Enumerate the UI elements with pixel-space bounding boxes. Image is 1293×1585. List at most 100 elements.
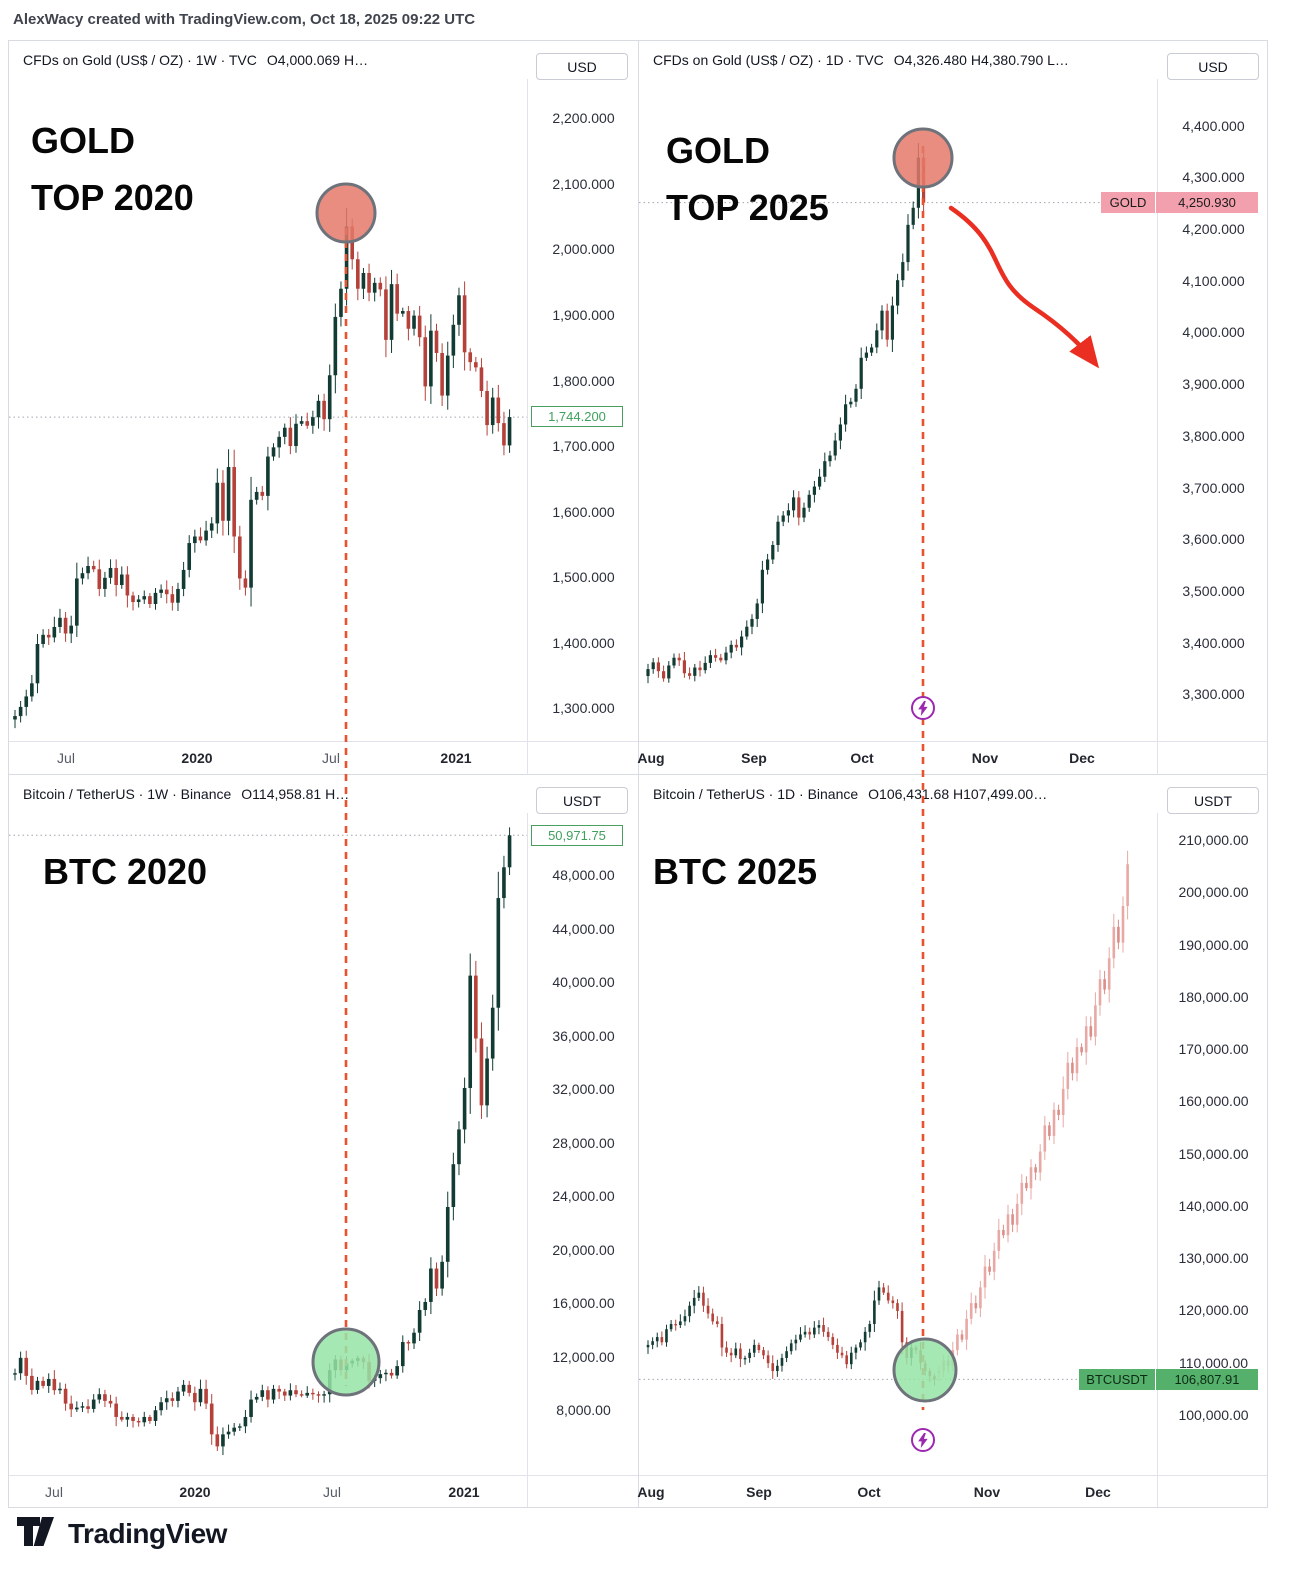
price-tick-label: 4,200.000 [1182,220,1245,237]
annotation-line: GOLD [31,120,135,161]
time-tick-label: Jul [323,1484,341,1500]
time-tick-label: 2021 [440,750,472,766]
price-tick-label: 4,300.000 [1182,169,1245,186]
chart-legend: Bitcoin / TetherUS · 1D · Binance O106,4… [653,775,1047,813]
time-tick-label: Jul [45,1484,63,1500]
last-price-label: GOLD 4,250.930 [1101,192,1258,213]
time-tick-label: 2021 [448,1484,480,1500]
price-tick-label: 20,000.00 [552,1241,615,1258]
event-lightning-icon[interactable] [911,1428,935,1452]
annotation-text: BTC 2025 [653,843,817,900]
time-axis[interactable]: Aug Sep Oct Nov Dec [637,1475,1267,1507]
price-tick-label: 140,000.00 [1178,1197,1249,1214]
time-axis[interactable]: Jul 2020 Jul 2021 [9,741,638,775]
time-axis[interactable]: Jul 2020 Jul 2021 [9,1475,638,1507]
currency-button[interactable]: USDT [536,787,628,814]
price-tick-label: 120,000.00 [1178,1302,1249,1319]
time-tick-label: 2020 [181,750,213,766]
price-tick-label: 170,000.00 [1178,1041,1249,1058]
price-tick-label: 3,800.000 [1182,427,1245,444]
candlestick-series [646,1280,936,1386]
time-axis[interactable]: Aug Sep Oct Nov Dec [637,741,1267,775]
price-tick-label: 2,100.000 [552,175,615,192]
price-axis[interactable]: 2,200.000 2,100.000 2,000.000 1,900.000 1,80… [527,79,639,775]
chart-legend: CFDs on Gold (US$ / OZ) · 1W · TVC O4,00… [23,41,368,79]
ohlc-values: O4,326.480 H4,380.790 L… [893,52,1069,68]
annotation-text: GOLD TOP 2020 [31,112,194,226]
footer-brand[interactable]: TradingView [16,1516,227,1552]
price-tick-label: 130,000.00 [1178,1250,1249,1267]
plot-area[interactable] [9,813,527,1475]
plot-area[interactable] [9,79,527,741]
symbol-title[interactable]: CFDs on Gold (US$ / OZ) · 1W · TVC [23,52,257,68]
currency-button[interactable]: USD [536,53,628,80]
price-tick-label: 44,000.00 [552,920,615,937]
price-tick-label: 36,000.00 [552,1027,615,1044]
event-lightning-icon[interactable] [911,696,935,720]
symbol-title[interactable]: CFDs on Gold (US$ / OZ) · 1D · TVC [653,52,884,68]
price-tick-label: 8,000.00 [556,1402,611,1418]
panel-btc-weekly-2020: Bitcoin / TetherUS · 1W · Binance O114,9… [9,775,639,1507]
chart-grid: CFDs on Gold (US$ / OZ) · 1W · TVC O4,00… [8,40,1268,1508]
price-tick-label: 2,200.000 [552,110,615,127]
symbol-title[interactable]: Bitcoin / TetherUS · 1W · Binance [23,786,232,802]
panel-btc-daily-2025: Bitcoin / TetherUS · 1D · Binance O106,4… [637,775,1267,1507]
price-tick-label: 24,000.00 [552,1188,615,1205]
price-tick-label: 4,000.000 [1182,324,1245,341]
ohlc-values: O4,000.069 H… [266,52,369,68]
time-tick-label: 2020 [179,1484,211,1500]
price-tick-label: 100,000.00 [1178,1406,1249,1423]
price-label-value: 4,250.930 [1156,192,1258,213]
annotation-line: GOLD [666,130,770,171]
brand-wordmark: TradingView [68,1518,227,1549]
price-tick-label: 32,000.00 [552,1081,615,1098]
price-tick-label: 190,000.00 [1178,936,1249,953]
price-tick-label: 16,000.00 [552,1295,615,1311]
price-axis[interactable]: 4,400.000 4,300.000 4,200.000 4,100.000 4,00… [1157,79,1267,775]
annotation-text: BTC 2020 [43,843,207,900]
symbol-title[interactable]: Bitcoin / TetherUS · 1D · Binance [653,786,859,802]
forecast-candles [937,850,1129,1382]
price-tick-label: 200,000.00 [1178,884,1249,901]
price-tick-label: 4,100.000 [1182,272,1245,289]
price-tick-label: 3,500.000 [1182,583,1245,600]
time-tick-label: Dec [1069,750,1095,766]
price-tick-label: 160,000.00 [1178,1093,1249,1110]
panel-gold-daily-2025: CFDs on Gold (US$ / OZ) · 1D · TVC O4,32… [637,41,1267,775]
panel-gold-weekly-2020: CFDs on Gold (US$ / OZ) · 1W · TVC O4,00… [9,41,639,775]
chart-legend: Bitcoin / TetherUS · 1W · Binance O114,9… [23,775,349,813]
price-tick-label: 1,700.000 [552,438,615,455]
price-tick-label: 1,500.000 [552,569,615,586]
candlestick-chart [639,850,1157,1386]
time-tick-label: Aug [637,750,665,766]
annotation-line: TOP 2020 [31,177,194,218]
candlestick-chart [9,208,527,729]
price-tick-label: 4,400.000 [1182,117,1245,134]
time-tick-label: Aug [637,1484,665,1500]
price-tick-label: 3,900.000 [1182,376,1245,393]
price-tick-label: 12,000.00 [552,1348,615,1365]
annotation-line: BTC 2020 [43,851,208,892]
last-price-label: 50,971.75 [531,825,623,846]
chart-legend: CFDs on Gold (US$ / OZ) · 1D · TVC O4,32… [653,41,1069,79]
price-tick-label: 48,000.00 [552,867,615,884]
candlestick-series [13,208,512,729]
currency-button[interactable]: USD [1167,53,1259,80]
time-tick-label: Jul [57,750,75,766]
price-axis[interactable]: 48,000.00 44,000.00 40,000.00 36,000.00 32,0… [527,813,639,1507]
price-tick-label: 180,000.00 [1178,988,1249,1005]
price-tick-label: 3,600.000 [1182,531,1245,548]
plot-area[interactable] [639,813,1157,1475]
time-tick-label: Sep [741,750,767,766]
currency-button[interactable]: USDT [1167,787,1259,814]
tradingview-logo-icon [16,1516,56,1552]
price-tick-label: 1,400.000 [552,634,615,651]
last-price-label: 1,744.200 [531,406,623,427]
price-tick-label: 1,900.000 [552,306,615,323]
price-tick-label: 28,000.00 [552,1134,615,1151]
price-axis[interactable]: 210,000.00 200,000.00 190,000.00 180,000.00… [1157,813,1267,1507]
candlestick-series [13,827,512,1456]
time-tick-label: Oct [857,1484,881,1500]
price-label-value: 106,807.91 [1156,1369,1258,1390]
